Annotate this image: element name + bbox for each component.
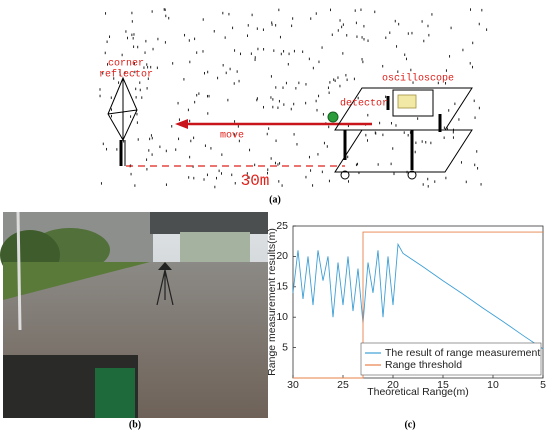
x-tick-label: 5 (540, 379, 546, 391)
reflector (158, 262, 172, 270)
series-line (293, 231, 543, 379)
y-tick-label: 20 (276, 250, 288, 262)
label: corner (108, 59, 144, 70)
background (180, 232, 250, 262)
label: oscilloscope (382, 73, 454, 85)
label: detector (340, 98, 388, 110)
series-line (292, 242, 544, 350)
pole (16, 211, 22, 331)
label: reflector (99, 69, 153, 81)
y-tick-label: 15 (276, 281, 288, 293)
caption: (c) (404, 419, 415, 430)
detector-icon (327, 111, 339, 123)
x-tick-label: 30 (287, 379, 299, 391)
legend-label: The result of range measurement (385, 347, 540, 359)
caption: (b) (129, 419, 141, 430)
wheel (407, 170, 417, 180)
diagram (107, 76, 473, 180)
corner-reflector (107, 76, 138, 142)
x-axis-title: Theoretical Range(m) (367, 386, 469, 398)
label: move (220, 131, 244, 142)
y-tick-label: 5 (282, 341, 288, 353)
tripod (156, 269, 174, 306)
table-bottom (334, 129, 473, 173)
x-tick-label: 15 (437, 379, 449, 391)
chart: 30 25 20 15 10 5 5 10 15 20 25 The result of range … (276, 220, 546, 391)
rain-dots (99, 8, 488, 189)
y-axis-title: Range measurement results(m) (266, 228, 278, 376)
cart-box (95, 368, 135, 418)
label: 30m (241, 172, 270, 190)
y-tick-label: 10 (276, 311, 288, 323)
wheel (340, 170, 350, 180)
legend-label: Range threshold (385, 359, 462, 371)
oscilloscope-box (392, 89, 434, 117)
legend-box (360, 342, 542, 376)
photo (0, 211, 268, 418)
arrow-head (175, 119, 188, 129)
caption: (a) (269, 194, 281, 205)
overhang (150, 212, 268, 234)
y-tick-label: 25 (276, 220, 288, 232)
x-tick-label: 10 (487, 379, 499, 391)
x-tick-label: 20 (387, 379, 399, 391)
x-tick-label: 25 (337, 379, 349, 391)
plot-frame (292, 225, 544, 379)
oscilloscope-screen (397, 94, 417, 109)
